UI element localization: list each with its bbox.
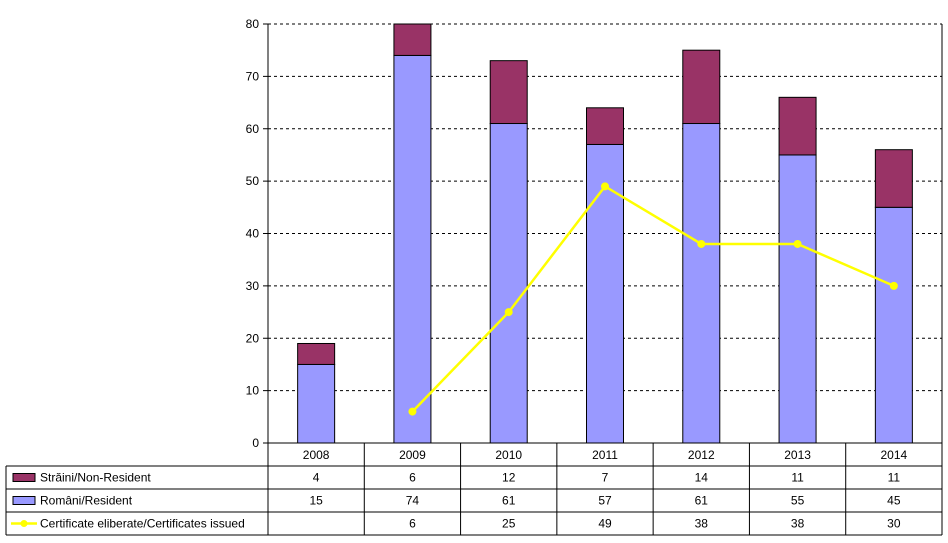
bar-resident [394, 55, 431, 443]
line-point [697, 240, 705, 248]
data-table: 2008 2009 2010 2011 2012 2013 2014 Străini/Non-… [6, 443, 942, 535]
y-tick-label: 40 [246, 227, 260, 241]
bar-non-resident [394, 24, 431, 55]
line-series [408, 182, 897, 415]
bar-non-resident [779, 97, 816, 155]
data-label: 12 [502, 471, 516, 485]
x-tick-label: 2014 [881, 448, 908, 462]
x-tick-label: 2013 [784, 448, 811, 462]
y-tick-label: 10 [246, 384, 260, 398]
line-point [408, 408, 416, 416]
line-point [794, 240, 802, 248]
data-label: 11 [791, 471, 804, 485]
bar-non-resident [587, 108, 624, 145]
bar-non-resident [875, 150, 912, 208]
y-tick-label: 80 [246, 17, 260, 31]
bar-resident [490, 124, 527, 443]
bar-non-resident [490, 61, 527, 124]
data-label: 4 [313, 471, 320, 485]
x-tick-label: 2010 [495, 448, 522, 462]
legend-swatch [13, 474, 35, 482]
data-label: 38 [791, 517, 805, 531]
data-label: 11 [888, 471, 901, 485]
data-label: 74 [406, 494, 420, 508]
y-tick-label: 30 [246, 279, 260, 293]
data-label: 7 [602, 471, 609, 485]
x-tick-label: 2012 [688, 448, 715, 462]
legend-marker [21, 520, 28, 527]
data-label: 57 [598, 494, 612, 508]
y-axis: 0 10 20 30 40 50 60 70 80 [246, 17, 268, 450]
line-point [601, 182, 609, 190]
y-tick-label: 70 [246, 69, 260, 83]
x-tick-label: 2009 [399, 448, 426, 462]
bar-resident [875, 207, 912, 443]
data-label: 45 [887, 494, 901, 508]
legend-label: Certificate eliberate/Certificates issue… [40, 517, 245, 531]
bar-resident [779, 155, 816, 443]
line-point [505, 308, 513, 316]
bar-resident [683, 124, 720, 443]
bar-non-resident [683, 50, 720, 123]
line-point [890, 282, 898, 290]
x-tick-label: 2011 [592, 448, 618, 462]
data-label: 6 [409, 471, 416, 485]
bar-non-resident [298, 343, 335, 364]
data-label: 49 [598, 517, 612, 531]
data-label: 6 [409, 517, 416, 531]
data-label: 61 [695, 494, 709, 508]
data-label: 15 [309, 494, 323, 508]
data-label: 61 [502, 494, 516, 508]
x-tick-label: 2008 [303, 448, 330, 462]
y-tick-label: 20 [246, 331, 260, 345]
y-tick-label: 50 [246, 174, 260, 188]
legend-swatch [13, 497, 35, 505]
legend-label: Străini/Non-Resident [40, 471, 151, 485]
data-label: 38 [695, 517, 709, 531]
data-label: 25 [502, 517, 516, 531]
legend-label: Români/Resident [40, 494, 133, 508]
y-tick-label: 0 [252, 436, 259, 450]
bar-resident [298, 364, 335, 443]
data-label: 14 [695, 471, 709, 485]
line-certificates [412, 186, 893, 411]
data-label: 30 [887, 517, 901, 531]
data-label: 55 [791, 494, 805, 508]
y-tick-label: 60 [246, 122, 260, 136]
